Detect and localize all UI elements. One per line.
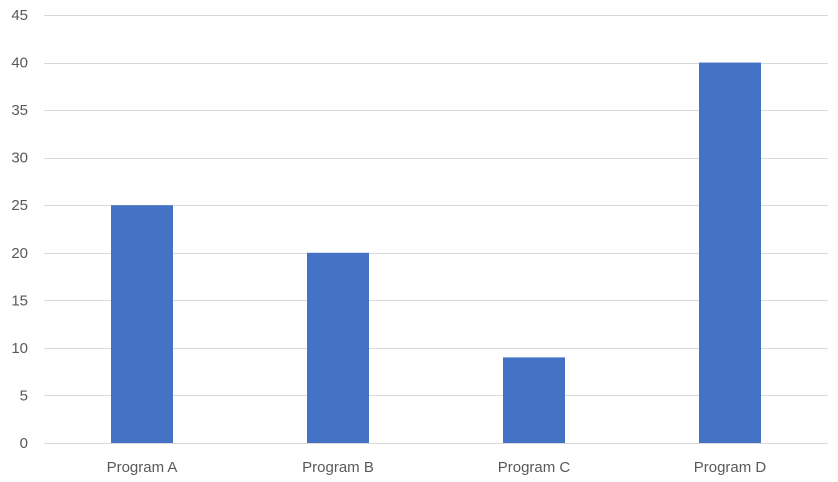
y-tick-label: 0 (20, 435, 28, 452)
y-tick-label: 20 (11, 245, 28, 262)
y-tick-label: 35 (11, 102, 28, 119)
y-tick-label: 15 (11, 292, 28, 309)
x-category-label: Program C (498, 459, 571, 476)
y-axis-tick-labels: 0 5 10 15 20 25 30 35 40 45 (11, 7, 28, 452)
y-tick-label: 45 (11, 7, 28, 24)
x-category-label: Program B (302, 459, 374, 476)
bar-program-a (111, 205, 173, 443)
bar-program-c (503, 357, 565, 443)
y-tick-label: 10 (11, 340, 28, 357)
x-axis-category-labels: Program A Program B Program C Program D (107, 459, 767, 476)
y-tick-label: 40 (11, 55, 28, 72)
y-tick-label: 25 (11, 197, 28, 214)
bar-program-d (699, 62, 761, 444)
gridlines (44, 15, 828, 444)
x-category-label: Program A (107, 459, 178, 476)
y-tick-label: 30 (11, 150, 28, 167)
x-category-label: Program D (694, 459, 767, 476)
y-tick-label: 5 (20, 387, 28, 404)
bars (111, 62, 761, 444)
bar-program-b (307, 252, 369, 443)
